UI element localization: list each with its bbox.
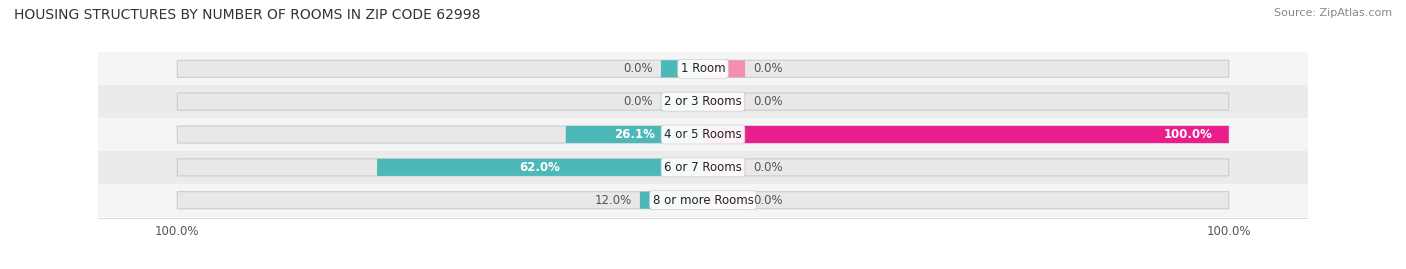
FancyBboxPatch shape	[703, 93, 745, 110]
Bar	[98, 85, 1308, 118]
FancyBboxPatch shape	[177, 93, 1229, 110]
Bar	[98, 52, 1308, 85]
FancyBboxPatch shape	[565, 126, 703, 143]
Text: 0.0%: 0.0%	[623, 95, 652, 108]
FancyBboxPatch shape	[703, 60, 745, 77]
Bar	[98, 184, 1308, 217]
Bar	[98, 151, 1308, 184]
Bar	[98, 118, 1308, 151]
Text: 62.0%: 62.0%	[520, 161, 561, 174]
FancyBboxPatch shape	[661, 60, 703, 77]
Text: 1 Room: 1 Room	[681, 62, 725, 75]
Text: 0.0%: 0.0%	[754, 161, 783, 174]
Legend: Owner-occupied, Renter-occupied: Owner-occupied, Renter-occupied	[576, 264, 830, 269]
Text: 12.0%: 12.0%	[595, 194, 633, 207]
Text: HOUSING STRUCTURES BY NUMBER OF ROOMS IN ZIP CODE 62998: HOUSING STRUCTURES BY NUMBER OF ROOMS IN…	[14, 8, 481, 22]
FancyBboxPatch shape	[640, 192, 703, 209]
Text: 0.0%: 0.0%	[623, 62, 652, 75]
FancyBboxPatch shape	[661, 93, 703, 110]
Text: 8 or more Rooms: 8 or more Rooms	[652, 194, 754, 207]
FancyBboxPatch shape	[703, 126, 1229, 143]
Text: 100.0%: 100.0%	[1164, 128, 1213, 141]
Text: 6 or 7 Rooms: 6 or 7 Rooms	[664, 161, 742, 174]
FancyBboxPatch shape	[177, 60, 1229, 77]
FancyBboxPatch shape	[703, 159, 745, 176]
Text: 4 or 5 Rooms: 4 or 5 Rooms	[664, 128, 742, 141]
Text: 0.0%: 0.0%	[754, 62, 783, 75]
Text: 2 or 3 Rooms: 2 or 3 Rooms	[664, 95, 742, 108]
Text: 0.0%: 0.0%	[754, 95, 783, 108]
FancyBboxPatch shape	[377, 159, 703, 176]
FancyBboxPatch shape	[703, 192, 745, 209]
FancyBboxPatch shape	[177, 126, 1229, 143]
Text: 0.0%: 0.0%	[754, 194, 783, 207]
Text: Source: ZipAtlas.com: Source: ZipAtlas.com	[1274, 8, 1392, 18]
FancyBboxPatch shape	[177, 192, 1229, 209]
FancyBboxPatch shape	[177, 159, 1229, 176]
Text: 26.1%: 26.1%	[614, 128, 655, 141]
